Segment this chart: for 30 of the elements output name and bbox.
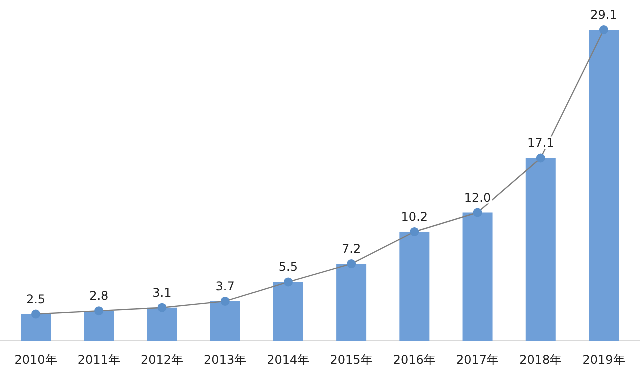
data-label: 29.1 [590, 8, 618, 22]
bar [273, 282, 304, 341]
bar [21, 314, 51, 341]
x-tick-label: 2010年 [14, 353, 58, 367]
bar [336, 264, 367, 341]
x-tick-label: 2015年 [330, 353, 373, 367]
data-label: 3.1 [152, 286, 172, 300]
data-label: 2.8 [90, 289, 109, 304]
x-tick-label: 2014年 [267, 353, 310, 367]
data-label: 10.2 [401, 210, 428, 224]
bar [84, 311, 114, 341]
bar [400, 232, 430, 341]
data-label: 12.0 [464, 190, 492, 205]
data-label: 7.2 [342, 242, 362, 256]
data-label: 5.5 [278, 260, 298, 274]
data-label: 3.7 [216, 279, 235, 294]
x-tick-label: 2013年 [204, 353, 247, 367]
x-tick-label: 2012年 [140, 353, 184, 367]
bar [462, 212, 493, 341]
x-tick-label: 2016年 [393, 353, 436, 367]
x-tick-label: 2011年 [78, 353, 120, 367]
x-tick-label: 2017年 [456, 353, 500, 367]
data-label: 17.1 [528, 136, 554, 150]
x-tick-label: 2018年 [520, 353, 562, 367]
bar [589, 30, 619, 341]
x-tick-label: 2019年 [582, 353, 626, 367]
bar [526, 158, 556, 341]
bar [210, 301, 240, 341]
bar [147, 308, 178, 341]
data-label: 2.5 [26, 292, 46, 306]
